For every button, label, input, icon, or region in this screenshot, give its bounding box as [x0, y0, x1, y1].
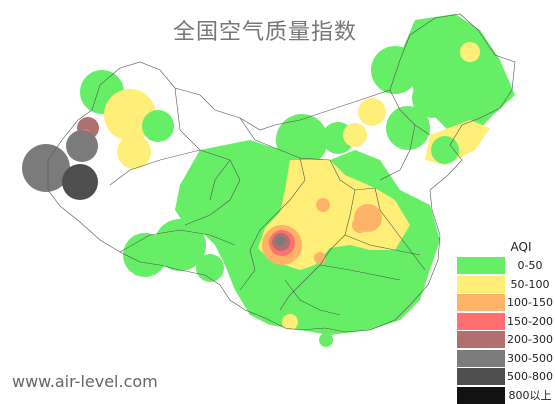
- legend-swatch: [457, 350, 505, 367]
- legend-swatch: [457, 313, 505, 330]
- legend-item: 200-300: [457, 330, 555, 349]
- legend-label: 150-200: [505, 315, 555, 328]
- aqi-legend: AQI 0-50 50-100 100-150 150-200 200-300 …: [457, 239, 555, 404]
- legend-label: 0-50: [505, 259, 555, 272]
- source-watermark: www.air-level.com: [12, 372, 158, 391]
- legend-swatch: [457, 368, 505, 385]
- legend-item: 800以上: [457, 386, 555, 404]
- legend-item: 300-500: [457, 349, 555, 368]
- legend-title: AQI: [457, 239, 555, 256]
- legend-item: 50-100: [457, 275, 555, 294]
- legend-swatch: [457, 294, 505, 311]
- legend-swatch: [457, 387, 505, 404]
- legend-label: 500-800: [505, 370, 555, 383]
- legend-item: 100-150: [457, 293, 555, 312]
- legend-label: 50-100: [505, 278, 555, 291]
- legend-label: 200-300: [505, 333, 555, 346]
- map-title: 全国空气质量指数: [0, 14, 530, 46]
- legend-item: 0-50: [457, 256, 555, 275]
- legend-swatch: [457, 276, 505, 293]
- legend-item: 150-200: [457, 312, 555, 331]
- legend-swatch: [457, 331, 505, 348]
- legend-swatch: [457, 257, 505, 274]
- legend-label: 100-150: [505, 296, 555, 309]
- legend-label: 300-500: [505, 352, 555, 365]
- legend-label: 800以上: [505, 387, 555, 403]
- legend-item: 500-800: [457, 367, 555, 386]
